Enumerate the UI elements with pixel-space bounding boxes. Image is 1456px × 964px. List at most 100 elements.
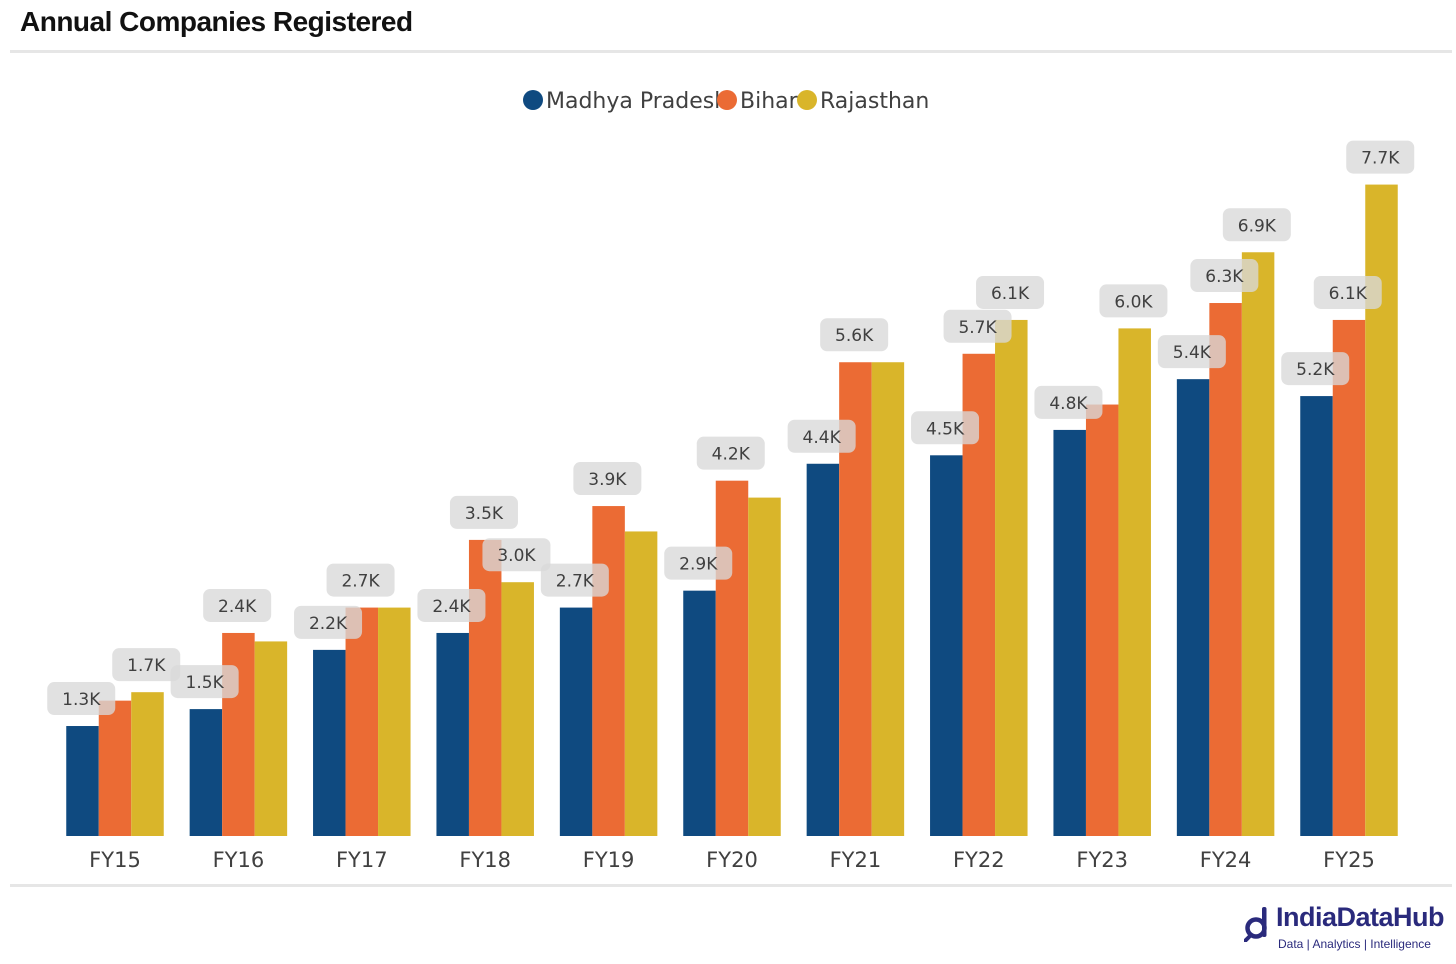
data-label-text: 7.7K — [1361, 149, 1400, 169]
bar-madhya-pradesh — [559, 607, 593, 836]
data-label-bg — [294, 605, 363, 639]
data-label-bg — [664, 546, 733, 580]
data-label-text: 2.4K — [432, 597, 471, 617]
data-label-bg — [449, 495, 518, 529]
data-label-bg — [417, 588, 486, 622]
bar-rajasthan — [1118, 328, 1151, 836]
data-label-text: 4.4K — [803, 428, 842, 448]
bar-rajasthan — [501, 582, 534, 836]
data-label: 3.5K — [449, 495, 518, 529]
data-label-bg — [1281, 352, 1350, 386]
legend-item: Bihar — [717, 89, 799, 114]
x-tick-label: FY17 — [336, 848, 388, 872]
x-tick-label: FY18 — [459, 848, 511, 872]
bar-madhya-pradesh — [1300, 396, 1333, 836]
data-label: 5.6K — [820, 318, 889, 352]
bar-bihar — [98, 700, 132, 836]
data-label-text: 6.1K — [991, 284, 1030, 304]
data-label-bg — [326, 563, 395, 597]
bar-madhya-pradesh — [806, 463, 840, 836]
data-label: 2.2K — [294, 605, 363, 639]
data-label: 6.3K — [1190, 259, 1259, 293]
data-label-text: 2.7K — [556, 572, 595, 592]
data-label-text: 4.2K — [712, 445, 751, 465]
data-label: 6.1K — [1313, 275, 1382, 309]
data-label-bg — [112, 648, 181, 682]
data-label: 3.9K — [573, 462, 642, 496]
data-label-text: 2.4K — [218, 597, 257, 617]
data-label-bg — [203, 588, 272, 622]
bar-rajasthan — [1241, 252, 1275, 836]
bar-rajasthan — [871, 362, 905, 836]
bar-rajasthan — [378, 607, 411, 836]
x-tick-label: FY20 — [706, 848, 758, 872]
data-label-bg — [911, 411, 980, 445]
data-label-bg — [540, 563, 609, 597]
data-label-bg — [1157, 335, 1226, 369]
x-tick-label: FY25 — [1323, 848, 1375, 872]
x-axis: FY15 FY16 FY17 FY18 FY19 FY20 FY21 FY22 FY23 FY24… — [89, 848, 1375, 872]
bar-rajasthan — [254, 641, 288, 836]
bar-madhya-pradesh — [683, 590, 716, 836]
data-label-bg — [170, 665, 239, 699]
data-label: 2.7K — [326, 563, 395, 597]
data-label-text: 2.2K — [309, 614, 348, 634]
data-label: 5.2K — [1281, 352, 1350, 386]
bar-bihar — [222, 632, 255, 836]
bar-madhya-pradesh — [1176, 379, 1210, 836]
brand-logo: IndiaDataHub Data | Analytics | Intellig… — [1244, 902, 1454, 958]
bar-bihar — [345, 607, 379, 836]
x-tick-label: FY15 — [89, 848, 141, 872]
bar-madhya-pradesh — [66, 726, 99, 836]
data-label-text: 6.9K — [1238, 216, 1277, 236]
data-label-text: 5.4K — [1173, 343, 1212, 363]
bar-madhya-pradesh — [313, 649, 346, 836]
data-label: 5.7K — [943, 309, 1012, 343]
bar-rajasthan — [624, 531, 658, 836]
x-tick-label: FY16 — [213, 848, 265, 872]
data-label: 5.4K — [1157, 335, 1226, 369]
bar-bihar — [468, 539, 502, 836]
data-label-bg — [1034, 385, 1103, 419]
legend-swatch — [523, 90, 543, 110]
data-label: 1.3K — [47, 682, 116, 716]
data-label-text: 3.9K — [588, 470, 627, 490]
data-label-bg — [1222, 208, 1291, 242]
bar-bihar — [1332, 319, 1366, 836]
data-label: 1.5K — [170, 665, 239, 699]
legend: Madhya Pradesh Bihar Rajasthan — [523, 89, 929, 114]
data-label: 2.9K — [664, 546, 733, 580]
data-label-bg — [1099, 284, 1168, 318]
data-label-text: 6.1K — [1329, 284, 1368, 304]
data-labels: 1.3K 1.7K 1.5K 2.4K 2.2K 2.7K 2.4K 3.5K 3.0K 2.7K… — [47, 140, 1415, 716]
data-label-bg — [976, 275, 1045, 309]
brand-mark-icon — [1244, 907, 1267, 942]
bar-bihar — [715, 480, 749, 836]
data-label: 7.7K — [1346, 140, 1415, 174]
data-label-text: 2.9K — [679, 555, 718, 575]
legend-item: Madhya Pradesh — [523, 89, 728, 114]
data-label-text: 3.0K — [497, 546, 536, 566]
bar-madhya-pradesh — [1053, 429, 1086, 836]
data-label: 4.2K — [696, 436, 765, 470]
data-label-text: 5.2K — [1296, 360, 1335, 380]
data-label: 6.1K — [976, 275, 1045, 309]
bar-madhya-pradesh — [436, 632, 469, 836]
brand-name: IndiaDataHub — [1276, 902, 1445, 932]
data-label-text: 4.5K — [926, 419, 965, 439]
data-label-text: 5.7K — [958, 318, 997, 338]
data-label-text: 2.7K — [341, 572, 380, 592]
legend-label: Bihar — [740, 89, 799, 114]
data-label: 4.8K — [1034, 385, 1103, 419]
data-label-text: 3.5K — [465, 504, 504, 524]
data-label-text: 5.6K — [835, 326, 874, 346]
bar-madhya-pradesh — [930, 455, 963, 836]
x-tick-label: FY19 — [583, 848, 635, 872]
data-label: 2.4K — [417, 588, 486, 622]
bar-madhya-pradesh — [189, 709, 223, 836]
data-label-bg — [1313, 275, 1382, 309]
data-label-bg — [787, 419, 856, 453]
data-label-bg — [943, 309, 1012, 343]
bottom-divider — [10, 884, 1452, 887]
